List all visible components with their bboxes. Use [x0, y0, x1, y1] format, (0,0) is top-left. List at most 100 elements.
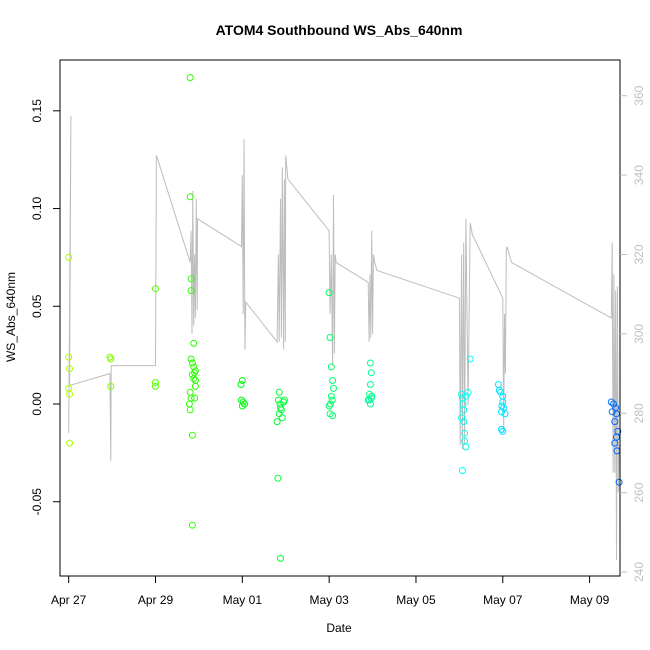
x-tick-label: May 07 — [483, 593, 523, 607]
data-point — [608, 408, 616, 416]
data-point — [458, 414, 466, 422]
data-point — [466, 355, 474, 363]
data-point — [237, 381, 245, 388]
y2-tick-label: 280 — [632, 403, 646, 423]
data-point — [501, 410, 509, 418]
data-point — [186, 406, 194, 414]
data-point — [188, 359, 196, 367]
data-point — [278, 414, 286, 422]
data-point — [366, 381, 374, 388]
data-point — [274, 474, 282, 482]
data-point — [188, 431, 196, 439]
data-point — [191, 367, 199, 375]
data-point — [187, 287, 195, 295]
data-point — [499, 398, 507, 406]
data-point — [66, 390, 74, 398]
data-point — [190, 339, 198, 347]
data-point — [238, 377, 246, 384]
y-tick-label: 0.00 — [30, 392, 44, 416]
data-point — [191, 382, 199, 390]
data-point — [152, 285, 159, 293]
data-point — [461, 429, 469, 437]
y-tick-label: 0.15 — [30, 99, 44, 123]
data-point — [280, 396, 288, 404]
chart-title: ATOM4 Southbound WS_Abs_640nm — [216, 22, 463, 38]
data-point — [462, 392, 470, 400]
data-point — [498, 425, 505, 433]
x-tick-label: May 09 — [570, 593, 610, 607]
y-axis-label: WS_Abs_640nm — [4, 272, 18, 362]
x-tick-label: Apr 27 — [51, 593, 87, 607]
data-point — [325, 402, 333, 410]
data-point — [238, 402, 246, 410]
data-point — [460, 406, 468, 414]
data-point — [329, 412, 337, 420]
series-line — [68, 115, 620, 561]
data-point — [495, 386, 503, 394]
data-point — [494, 381, 502, 388]
data-point — [607, 398, 615, 406]
data-point — [327, 392, 335, 400]
x-tick-label: May 01 — [223, 593, 263, 607]
y2-tick-label: 360 — [632, 85, 646, 105]
data-point — [460, 418, 468, 426]
x-axis-label: Date — [326, 621, 352, 635]
data-point — [611, 418, 619, 426]
data-point — [368, 392, 376, 400]
data-point — [152, 382, 159, 390]
x-tick-label: May 03 — [309, 593, 349, 607]
data-point — [462, 443, 470, 451]
data-point — [239, 398, 247, 406]
data-point — [277, 554, 284, 562]
data-point — [615, 478, 623, 486]
plot-area: Apr 27 Apr 29 May 01 May 03 May 05 May 07 May … — [30, 59, 646, 607]
data-point — [107, 382, 115, 390]
y2-tick-label: 320 — [632, 244, 646, 264]
data-point — [65, 253, 73, 261]
y2-tick-label: 240 — [632, 562, 646, 582]
data-point — [66, 439, 74, 447]
data-point — [186, 74, 194, 82]
x-tick-label: May 05 — [396, 593, 436, 607]
data-point — [277, 406, 285, 414]
data-point — [65, 353, 73, 361]
data-point — [329, 377, 337, 384]
data-point — [610, 400, 617, 408]
y-tick-label: 0.10 — [30, 196, 44, 220]
data-point — [191, 394, 199, 402]
data-point — [611, 439, 619, 447]
data-point — [497, 388, 505, 396]
y2-tick-label: 340 — [632, 165, 646, 185]
data-point — [185, 400, 193, 408]
data-point — [328, 396, 336, 404]
data-point — [107, 355, 115, 363]
data-point — [326, 334, 334, 341]
data-point — [275, 388, 283, 396]
data-point — [325, 289, 333, 297]
data-point — [66, 365, 74, 373]
data-point — [327, 363, 335, 371]
data-point — [152, 379, 159, 386]
data-point — [273, 418, 281, 426]
data-point — [190, 363, 198, 371]
data-point — [458, 390, 466, 398]
data-point — [464, 388, 472, 396]
data-point — [458, 467, 466, 474]
data-point — [366, 400, 374, 408]
data-point — [187, 275, 195, 283]
data-point — [367, 369, 375, 377]
data-point — [241, 400, 248, 408]
plot-frame — [59, 59, 621, 577]
data-point — [330, 384, 337, 392]
data-point — [498, 408, 505, 416]
data-point — [186, 193, 194, 201]
y-tick-label: -0.05 — [30, 488, 44, 516]
y-tick-label: 0.05 — [30, 294, 44, 318]
y2-tick-label: 300 — [632, 324, 646, 344]
data-point — [190, 375, 198, 383]
data-point — [188, 521, 196, 529]
x-tick-label: Apr 29 — [138, 593, 174, 607]
data-point — [364, 396, 372, 404]
data-point — [366, 359, 374, 367]
